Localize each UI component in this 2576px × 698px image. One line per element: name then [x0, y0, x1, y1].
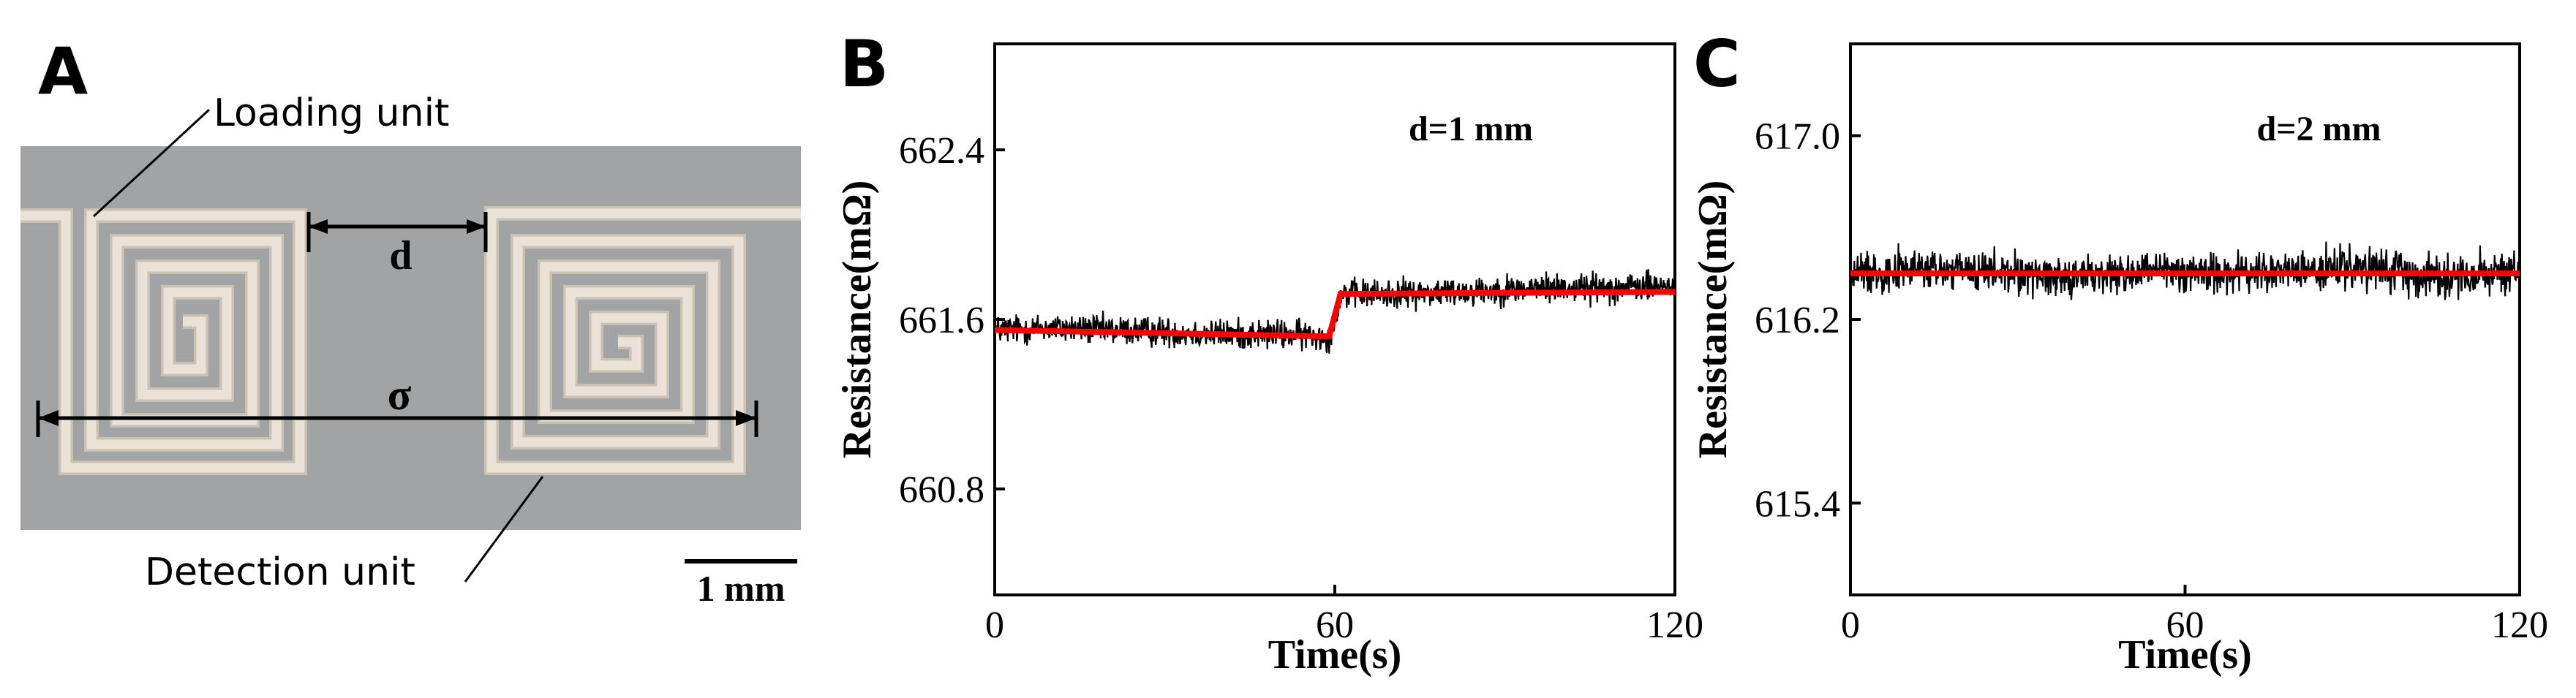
y-tick-label: 617.0	[1755, 116, 1840, 158]
y-tick-label: 662.4	[899, 130, 984, 172]
fit-resistance-line	[995, 289, 1675, 340]
sigma-label: σ	[388, 371, 412, 419]
loading-spiral-trace	[20, 210, 305, 473]
x-axis-title: Time(s)	[2118, 632, 2252, 678]
d-arrowhead-left	[309, 219, 328, 234]
chart-c: 0 60 120 615.4 616.2 617.0 Time(s) Resistance(m…	[1690, 42, 2548, 678]
panel-a: A d σ Loading unit Detection unit 1	[20, 34, 801, 609]
y-axis-title: Resistance(mΩ)	[1690, 181, 1736, 459]
distance-annotation: d=2 mm	[2256, 110, 2381, 148]
panel-b-letter: B	[840, 26, 889, 102]
sigma-dimension: σ	[36, 371, 758, 437]
y-tick-label: 616.2	[1755, 300, 1840, 341]
plot-frame	[1849, 42, 2521, 596]
d-dimension: d	[306, 212, 488, 278]
panel-b: B 0 60 120 660.8 661.6 662.4 Time(s) Resistance…	[835, 26, 1703, 678]
y-tick-label: 660.8	[899, 469, 984, 511]
x-axis-title: Time(s)	[1268, 632, 1402, 678]
detection-unit-leader	[464, 476, 544, 583]
distance-annotation: d=1 mm	[1409, 110, 1533, 148]
y-tick-label: 661.6	[899, 300, 984, 341]
x-tick-label: 60	[1316, 604, 1354, 646]
y-tick-label: 615.4	[1755, 483, 1840, 525]
measured-resistance-line	[1850, 241, 2520, 300]
x-tick-label: 0	[1841, 604, 1860, 646]
y-axis-title: Resistance(mΩ)	[835, 181, 880, 459]
panel-c: C 0 60 120 615.4 616.2 617.0 Time(s) Resistance…	[1690, 26, 2548, 678]
detection-unit-label: Detection unit	[145, 550, 415, 594]
panel-c-letter: C	[1693, 26, 1741, 102]
x-tick-label: 120	[1646, 604, 1703, 646]
sigma-arrowhead-left	[38, 410, 59, 426]
panel-a-letter: A	[38, 34, 88, 109]
x-tick-label: 120	[2491, 604, 2548, 646]
sigma-arrowhead-right	[736, 410, 756, 426]
chart-b: 0 60 120 660.8 661.6 662.4 Time(s) Resistance(m…	[835, 42, 1703, 678]
loading-unit-leader	[92, 108, 211, 218]
x-tick-label: 0	[985, 604, 1004, 646]
x-tick-label: 60	[2166, 604, 2204, 646]
scale-bar-label: 1 mm	[697, 568, 786, 609]
d-arrowhead-right	[467, 219, 486, 234]
d-label: d	[389, 233, 412, 278]
loading-unit-label: Loading unit	[214, 91, 449, 135]
